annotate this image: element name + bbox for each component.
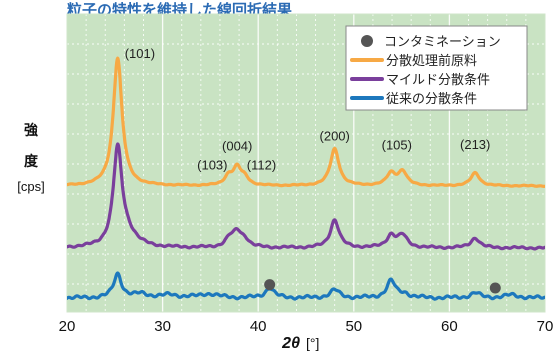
- legend-label-raw: 分散処理前原料: [386, 53, 477, 68]
- peak-label-3: (103): [197, 158, 227, 173]
- legend-label-contamination: コンタミネーション: [384, 34, 501, 49]
- x-axis-label: 2θ [°]: [281, 335, 319, 352]
- series-line-1: [67, 56, 545, 188]
- y-axis-label-char-1: 強: [24, 122, 38, 138]
- peak-label-1: (101): [125, 46, 155, 61]
- legend-label-conventional: 従来の分散条件: [386, 91, 477, 106]
- y-axis-label-char-2: 度: [24, 153, 39, 169]
- x-tick-label-40: 40: [250, 318, 267, 335]
- series-line-2: [67, 142, 545, 251]
- contamination-marker-icon: [361, 35, 373, 47]
- x-tick-label-20: 20: [59, 318, 76, 335]
- x-tick-label-70: 70: [537, 318, 554, 335]
- contamination-marker-1: [264, 279, 276, 291]
- contamination-markers: [264, 279, 501, 294]
- x-tick-label-30: 30: [154, 318, 171, 335]
- legend: コンタミネーション 分散処理前原料 マイルド分散条件 従来の分散条件: [345, 25, 528, 111]
- peak-label-4: (112): [247, 158, 276, 173]
- x-tick-labels: 20 30 40 50 60 70: [59, 318, 554, 335]
- peak-annotations: (101) (004) (103) (112) (200) (105) (213): [125, 46, 491, 173]
- x-axis-unit: [°]: [306, 335, 319, 351]
- plot-border: [66, 13, 546, 313]
- legend-label-mild: マイルド分散条件: [386, 72, 490, 87]
- peak-label-2: (004): [222, 139, 252, 154]
- peak-label-5: (200): [320, 129, 350, 144]
- y-axis-label: 強 度 [cps]: [17, 122, 44, 194]
- series-line-3: [67, 271, 545, 301]
- peak-label-7: (213): [460, 137, 490, 152]
- series-layer: [67, 56, 545, 301]
- x-tick-label-60: 60: [441, 318, 458, 335]
- x-axis-symbol: 2θ: [281, 335, 300, 352]
- contamination-marker-2: [489, 282, 501, 294]
- peak-label-6: (105): [382, 138, 412, 153]
- x-tick-label-50: 50: [345, 318, 362, 335]
- y-axis-unit: [cps]: [17, 179, 44, 194]
